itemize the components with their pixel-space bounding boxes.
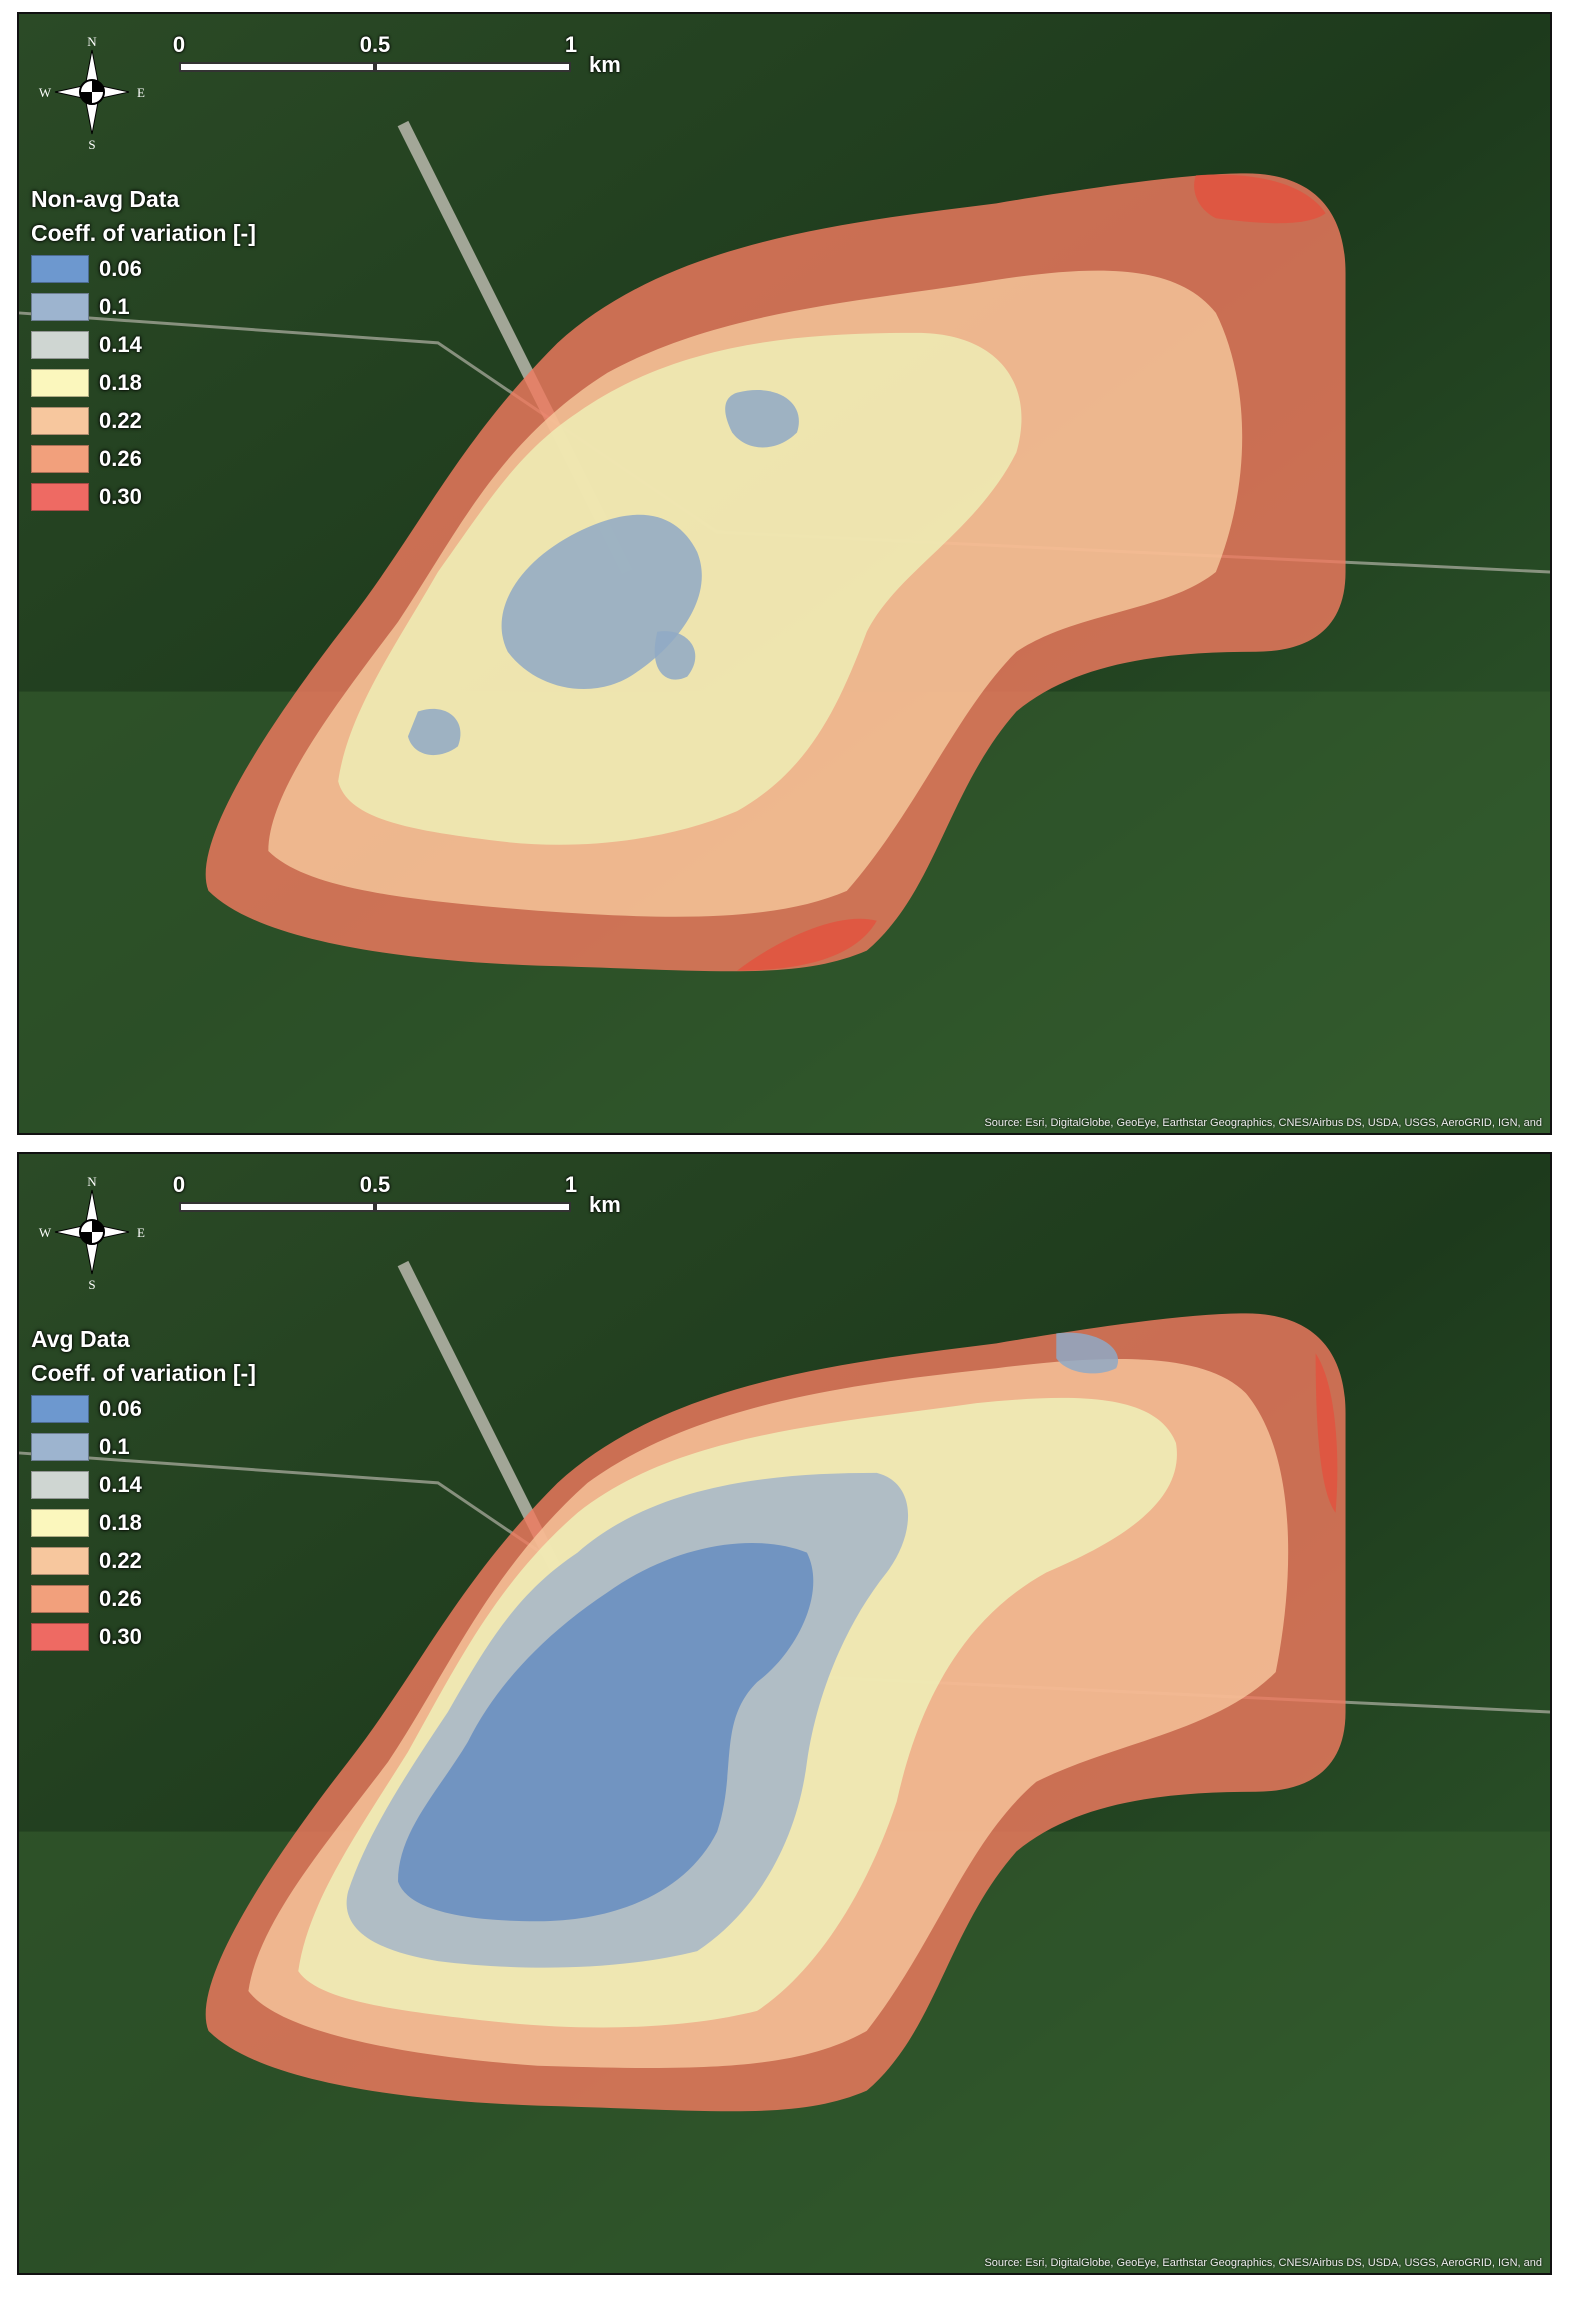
legend-label: 0.1 xyxy=(99,294,130,319)
legend-label: 0.22 xyxy=(99,408,142,433)
attribution-text: Source: Esri, DigitalGlobe, GeoEye, Eart… xyxy=(984,1117,1542,1129)
scale-unit: km xyxy=(589,1192,621,1217)
low-variation-patch xyxy=(407,708,461,756)
legend-title: Non-avg Data xyxy=(31,186,180,212)
scale-label-0: 0 xyxy=(172,1172,186,1197)
scale-label-mid: 0.5 xyxy=(359,1172,391,1197)
legend-swatch xyxy=(31,1623,89,1651)
legend-label: 0.30 xyxy=(99,484,142,509)
legend-swatch xyxy=(31,369,89,397)
scale-segment-2 xyxy=(375,62,571,72)
low-variation-patch xyxy=(501,514,702,690)
legend-label: 0.18 xyxy=(99,1510,142,1535)
legend: Avg Data Coeff. of variation [-] 0.06 0.1… xyxy=(27,1322,327,1656)
compass-rose: N S E W xyxy=(37,32,147,152)
legend-title: Avg Data xyxy=(31,1326,130,1352)
scale-label-end: 1 xyxy=(564,32,578,57)
legend-label: 0.30 xyxy=(99,1624,142,1649)
legend-swatch xyxy=(31,445,89,473)
legend-item: 0.06 xyxy=(27,250,327,288)
legend-swatch xyxy=(31,1585,89,1613)
low-variation-patch xyxy=(1056,1332,1119,1374)
legend-item: 0.22 xyxy=(27,402,327,440)
legend-items: 0.06 0.1 0.14 0.18 0.22 0.26 0.30 xyxy=(27,250,327,516)
attribution-text: Source: Esri, DigitalGlobe, GeoEye, Eart… xyxy=(984,2257,1542,2269)
legend-item: 0.1 xyxy=(27,1428,327,1466)
high-variation-patch xyxy=(737,918,877,971)
map-panel-avg: N S E W 0 0.5 1 km Avg Data Coeff. of va… xyxy=(17,1152,1552,2275)
legend-swatch xyxy=(31,1471,89,1499)
satellite-map xyxy=(19,14,1550,1133)
legend-label: 0.22 xyxy=(99,1548,142,1573)
legend-item: 0.18 xyxy=(27,1504,327,1542)
legend-item: 0.14 xyxy=(27,326,327,364)
legend-item: 0.14 xyxy=(27,1466,327,1504)
legend-item: 0.06 xyxy=(27,1390,327,1428)
legend-item: 0.18 xyxy=(27,364,327,402)
legend-item: 0.26 xyxy=(27,1580,327,1618)
legend-swatch xyxy=(31,331,89,359)
low-variation-patch xyxy=(725,390,799,448)
compass-n-label: N xyxy=(87,1174,97,1189)
scale-unit: km xyxy=(589,52,621,77)
legend-item: 0.22 xyxy=(27,1542,327,1580)
legend-swatch xyxy=(31,407,89,435)
map-panel-non-avg: N S E W 0 0.5 1 km Non-avg Data Coeff. o… xyxy=(17,12,1552,1135)
legend: Non-avg Data Coeff. of variation [-] 0.0… xyxy=(27,182,327,516)
scale-segment-1 xyxy=(179,1202,375,1212)
scale-label-0: 0 xyxy=(172,32,186,57)
legend-label: 0.1 xyxy=(99,1434,130,1459)
compass-rose: N S E W xyxy=(37,1172,147,1292)
scale-segment-1 xyxy=(179,62,375,72)
compass-icon: N S E W xyxy=(39,34,145,152)
legend-label: 0.06 xyxy=(99,256,142,281)
legend-subtitle: Coeff. of variation [-] xyxy=(31,220,256,246)
low-variation-patch xyxy=(398,1542,814,1922)
satellite-map xyxy=(19,1154,1550,2273)
compass-s-label: S xyxy=(88,1277,95,1292)
compass-e-label: E xyxy=(137,1225,145,1240)
legend-swatch xyxy=(31,293,89,321)
scale-bar: 0 0.5 1 km xyxy=(173,32,621,77)
legend-label: 0.06 xyxy=(99,1396,142,1421)
legend-swatch xyxy=(31,1547,89,1575)
scale-bar: 0 0.5 1 km xyxy=(173,1172,621,1217)
compass-s-label: S xyxy=(88,137,95,152)
compass-w-label: W xyxy=(39,85,52,100)
compass-icon: N S E W xyxy=(39,1174,145,1292)
legend-swatch xyxy=(31,1395,89,1423)
legend-swatch xyxy=(31,483,89,511)
legend-item: 0.30 xyxy=(27,478,327,516)
legend-item: 0.26 xyxy=(27,440,327,478)
legend-swatch xyxy=(31,1433,89,1461)
legend-label: 0.18 xyxy=(99,370,142,395)
legend-label: 0.26 xyxy=(99,1586,142,1611)
scale-label-mid: 0.5 xyxy=(359,32,391,57)
compass-n-label: N xyxy=(87,34,97,49)
high-variation-patch xyxy=(1194,174,1326,224)
legend-swatch xyxy=(31,1509,89,1537)
legend-subtitle: Coeff. of variation [-] xyxy=(31,1360,256,1386)
legend-label: 0.26 xyxy=(99,446,142,471)
legend-swatch xyxy=(31,255,89,283)
legend-item: 0.1 xyxy=(27,288,327,326)
scale-label-end: 1 xyxy=(564,1172,578,1197)
high-variation-patch xyxy=(1315,1353,1338,1513)
low-variation-patch xyxy=(654,631,696,680)
scale-segment-2 xyxy=(375,1202,571,1212)
legend-item: 0.30 xyxy=(27,1618,327,1656)
compass-e-label: E xyxy=(137,85,145,100)
legend-label: 0.14 xyxy=(99,332,142,357)
legend-items: 0.06 0.1 0.14 0.18 0.22 0.26 0.30 xyxy=(27,1390,327,1656)
legend-label: 0.14 xyxy=(99,1472,142,1497)
compass-w-label: W xyxy=(39,1225,52,1240)
